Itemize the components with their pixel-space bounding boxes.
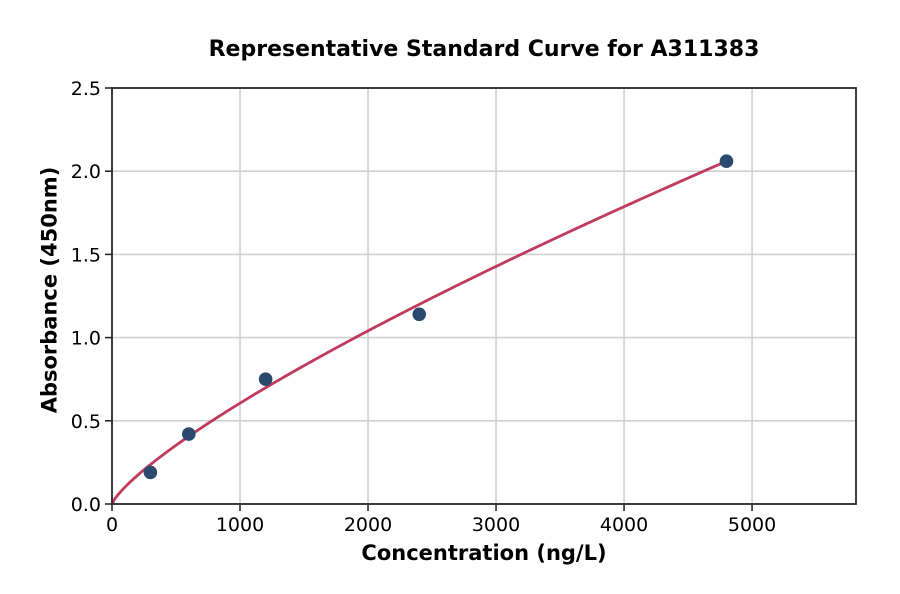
axes-box	[111, 87, 857, 505]
x-axis-label: Concentration (ng/L)	[361, 541, 607, 565]
data-point	[182, 427, 196, 441]
y-tick-label: 0.5	[71, 411, 101, 433]
fit-curve	[110, 159, 728, 506]
y-tick-label: 2.5	[71, 78, 101, 100]
data-point	[412, 307, 427, 322]
x-tick-label: 5000	[728, 514, 776, 536]
y-tick-label: 1.5	[71, 244, 101, 266]
data-point	[143, 465, 158, 480]
x-tick-label: 0	[106, 514, 118, 536]
x-tick-label: 2000	[344, 514, 392, 536]
chart-title: Representative Standard Curve for A31138…	[208, 37, 760, 62]
data-point	[719, 154, 734, 169]
y-tick-label: 1.0	[71, 328, 101, 350]
x-tick-label: 1000	[216, 514, 264, 536]
data-point	[258, 372, 273, 387]
y-tick-label: 0.0	[71, 494, 101, 516]
x-tick-label: 3000	[472, 514, 520, 536]
x-tick-label: 4000	[600, 514, 648, 536]
y-tick-label: 2.0	[71, 161, 101, 183]
